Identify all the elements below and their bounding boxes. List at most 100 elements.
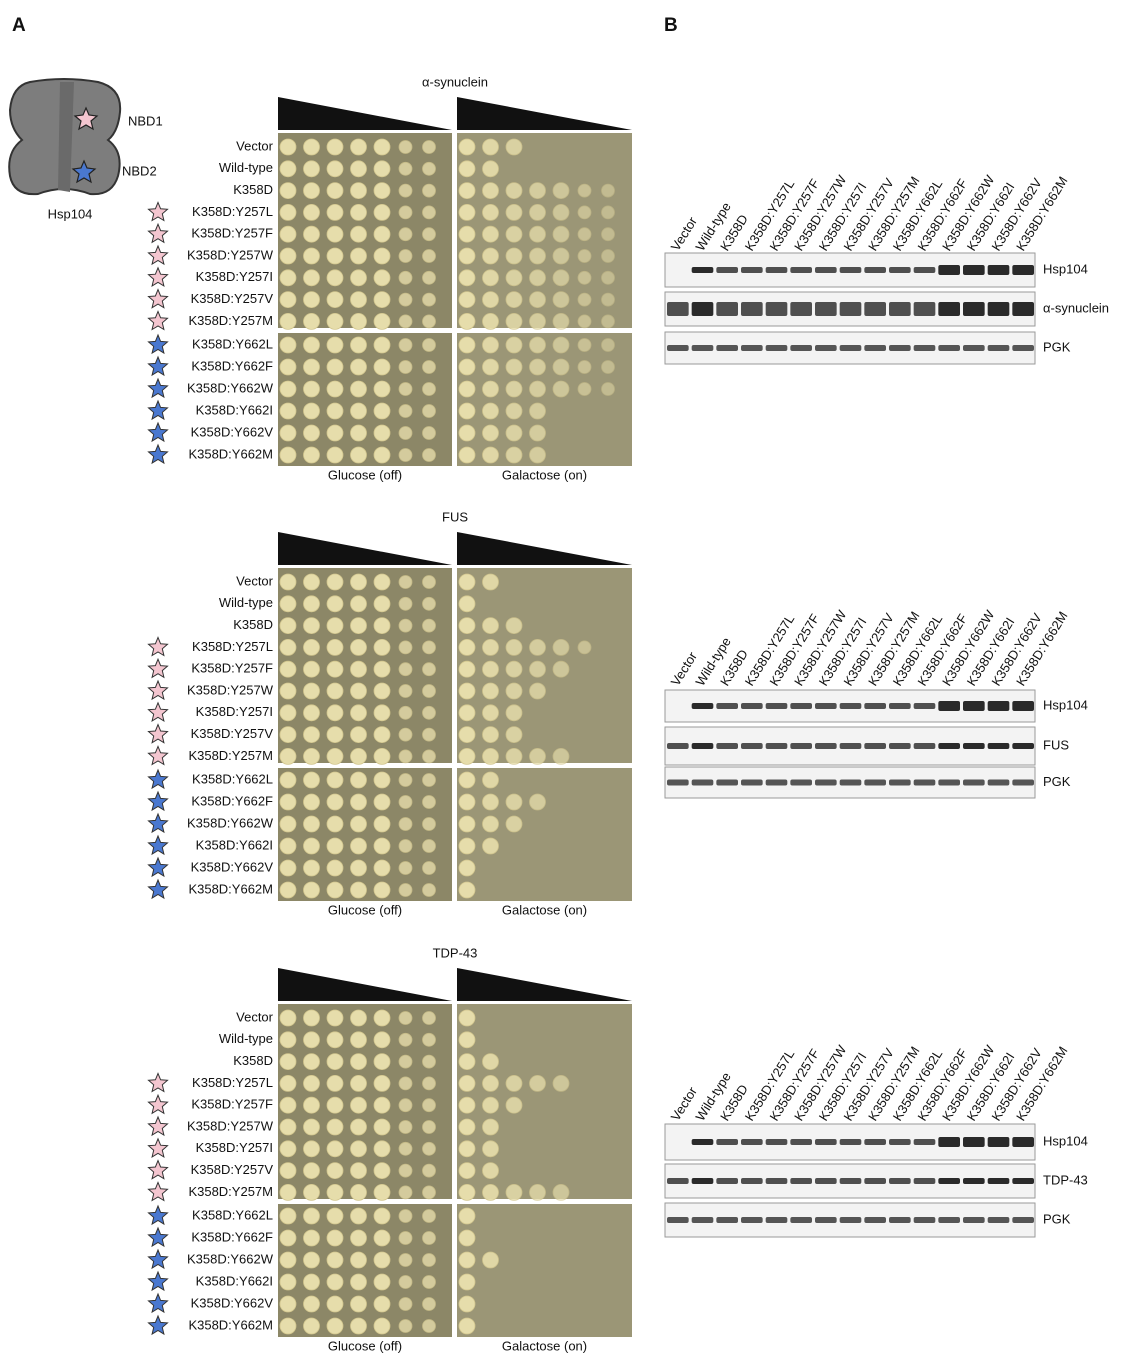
spot [399, 271, 412, 284]
spot [327, 683, 343, 699]
spot [578, 293, 591, 306]
spot [327, 1184, 343, 1200]
spot [374, 748, 390, 764]
spot [399, 1077, 412, 1090]
spot [280, 574, 296, 590]
spot [602, 339, 615, 352]
blot-band [716, 1139, 738, 1145]
spot [304, 860, 320, 876]
spot [553, 204, 569, 220]
spot [399, 641, 412, 654]
blot-band [988, 302, 1010, 316]
spot [423, 427, 436, 440]
spot [423, 1186, 436, 1199]
spot [304, 1097, 320, 1113]
spot [374, 860, 390, 876]
spot [506, 618, 522, 634]
spot [506, 226, 522, 242]
spot [459, 337, 475, 353]
blot-band [790, 703, 812, 709]
spot [327, 1075, 343, 1091]
plate [278, 1204, 452, 1337]
strain-label: K358D:Y662M [188, 446, 273, 461]
spot [483, 727, 499, 743]
spot [553, 381, 569, 397]
spot [304, 1141, 320, 1157]
spot [327, 1054, 343, 1070]
spot [483, 838, 499, 854]
blot-band [716, 302, 738, 316]
spot [304, 1163, 320, 1179]
spot [506, 661, 522, 677]
spot [304, 313, 320, 329]
spot [280, 1230, 296, 1246]
spot [423, 1164, 436, 1177]
strain-label: K358D:Y257M [188, 748, 273, 763]
mutation-star [149, 379, 168, 397]
spot [506, 425, 522, 441]
spot [602, 361, 615, 374]
section-title: FUS [442, 509, 468, 524]
spot [399, 383, 412, 396]
spot [327, 447, 343, 463]
mutation-star [149, 637, 168, 655]
spot [374, 1054, 390, 1070]
blot-band [692, 302, 714, 316]
strain-label: K358D:Y257F [191, 661, 273, 676]
spot [351, 1163, 367, 1179]
mutation-star [149, 1095, 168, 1113]
spot [459, 794, 475, 810]
spot [351, 1075, 367, 1091]
spot [304, 1274, 320, 1290]
spot [483, 313, 499, 329]
blot-band [692, 1217, 714, 1223]
blot-band [988, 1137, 1010, 1147]
spot [399, 184, 412, 197]
blot-band [914, 1217, 936, 1223]
mutation-star [149, 725, 168, 743]
spot [423, 862, 436, 875]
blot-band [864, 1178, 886, 1184]
spot [483, 139, 499, 155]
blot-band [840, 302, 862, 316]
spot [351, 596, 367, 612]
spot [304, 772, 320, 788]
spot [459, 1208, 475, 1224]
blot-band [716, 267, 738, 273]
strain-label: Wild-type [219, 595, 273, 610]
spot [374, 1097, 390, 1113]
spot [351, 727, 367, 743]
strain-label: K358D:Y662I [196, 1273, 273, 1288]
hsp104-diagram: NBD1 NBD2 Hsp104 [9, 79, 162, 221]
spot [327, 816, 343, 832]
spot [351, 1119, 367, 1135]
blot-band [914, 1139, 936, 1145]
spot [399, 774, 412, 787]
spot [351, 248, 367, 264]
spot [602, 228, 615, 241]
spot [506, 139, 522, 155]
blot-band [864, 267, 886, 273]
spot [280, 337, 296, 353]
band-label: Hsp104 [1043, 1133, 1088, 1148]
spot [553, 661, 569, 677]
spot [553, 337, 569, 353]
spot [304, 403, 320, 419]
spot [280, 838, 296, 854]
spot [374, 882, 390, 898]
spot [483, 1184, 499, 1200]
mutation-star [149, 1073, 168, 1091]
spot [327, 139, 343, 155]
spot [399, 818, 412, 831]
spot [578, 361, 591, 374]
spot [399, 619, 412, 632]
spot [423, 619, 436, 632]
spot [423, 228, 436, 241]
blot-band [815, 780, 837, 786]
spot [280, 1318, 296, 1334]
spot [602, 206, 615, 219]
strain-label: K358D:Y257V [191, 1162, 274, 1177]
blot-band [963, 780, 985, 786]
spot [280, 248, 296, 264]
spot [374, 1163, 390, 1179]
